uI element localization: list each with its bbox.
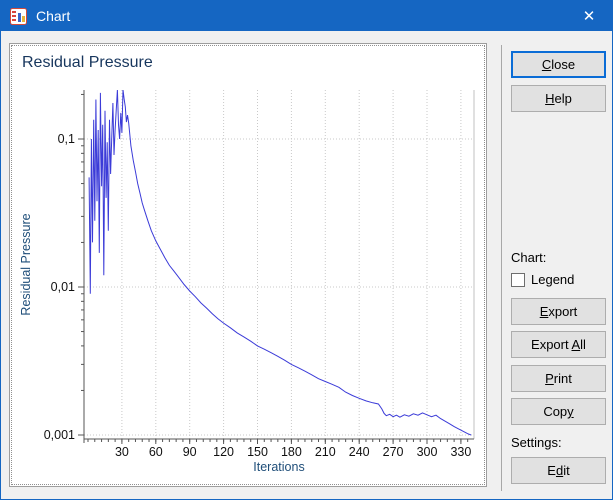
svg-text:150: 150 — [247, 445, 268, 459]
svg-text:90: 90 — [183, 445, 197, 459]
chart-section-label: Chart: — [511, 250, 547, 265]
svg-text:0,1: 0,1 — [58, 132, 75, 146]
chart-plot[interactable]: 30 60 90 120 150 180 210 240 270 300 330 0,1 0,01 0,0… — [10, 44, 486, 486]
legend-checkbox-row[interactable]: Legend — [511, 272, 574, 287]
svg-text:180: 180 — [281, 445, 302, 459]
window-title: Chart — [36, 8, 71, 24]
svg-text:270: 270 — [383, 445, 404, 459]
edit-button[interactable]: Edit — [511, 457, 606, 484]
copy-button[interactable]: Copy — [511, 398, 606, 425]
svg-text:240: 240 — [349, 445, 370, 459]
export-all-button[interactable]: Export All — [511, 331, 606, 358]
svg-text:120: 120 — [213, 445, 234, 459]
svg-text:30: 30 — [115, 445, 129, 459]
svg-text:0,001: 0,001 — [44, 428, 75, 442]
svg-text:210: 210 — [315, 445, 336, 459]
titlebar[interactable]: Chart ✕ — [1, 1, 612, 31]
svg-text:Iterations: Iterations — [253, 460, 304, 474]
chart-title: Residual Pressure — [22, 54, 153, 71]
export-button[interactable]: Export — [511, 298, 606, 325]
svg-text:Residual Pressure: Residual Pressure — [19, 213, 33, 315]
chart-panel: 30 60 90 120 150 180 210 240 270 300 330 0,1 0,01 0,0… — [9, 43, 487, 487]
app-chart-icon — [10, 7, 27, 25]
print-button[interactable]: Print — [511, 365, 606, 392]
svg-text:330: 330 — [450, 445, 471, 459]
legend-checkbox-label: Legend — [531, 272, 575, 287]
svg-text:60: 60 — [149, 445, 163, 459]
close-icon: ✕ — [582, 8, 596, 25]
panel-separator — [501, 45, 502, 491]
window-close-button[interactable]: ✕ — [566, 1, 612, 31]
settings-section-label: Settings: — [511, 435, 562, 450]
help-button[interactable]: Help — [511, 85, 606, 112]
close-button[interactable]: Close — [511, 51, 606, 78]
legend-checkbox[interactable] — [511, 272, 525, 287]
svg-text:300: 300 — [417, 445, 438, 459]
svg-text:0,01: 0,01 — [51, 280, 75, 294]
